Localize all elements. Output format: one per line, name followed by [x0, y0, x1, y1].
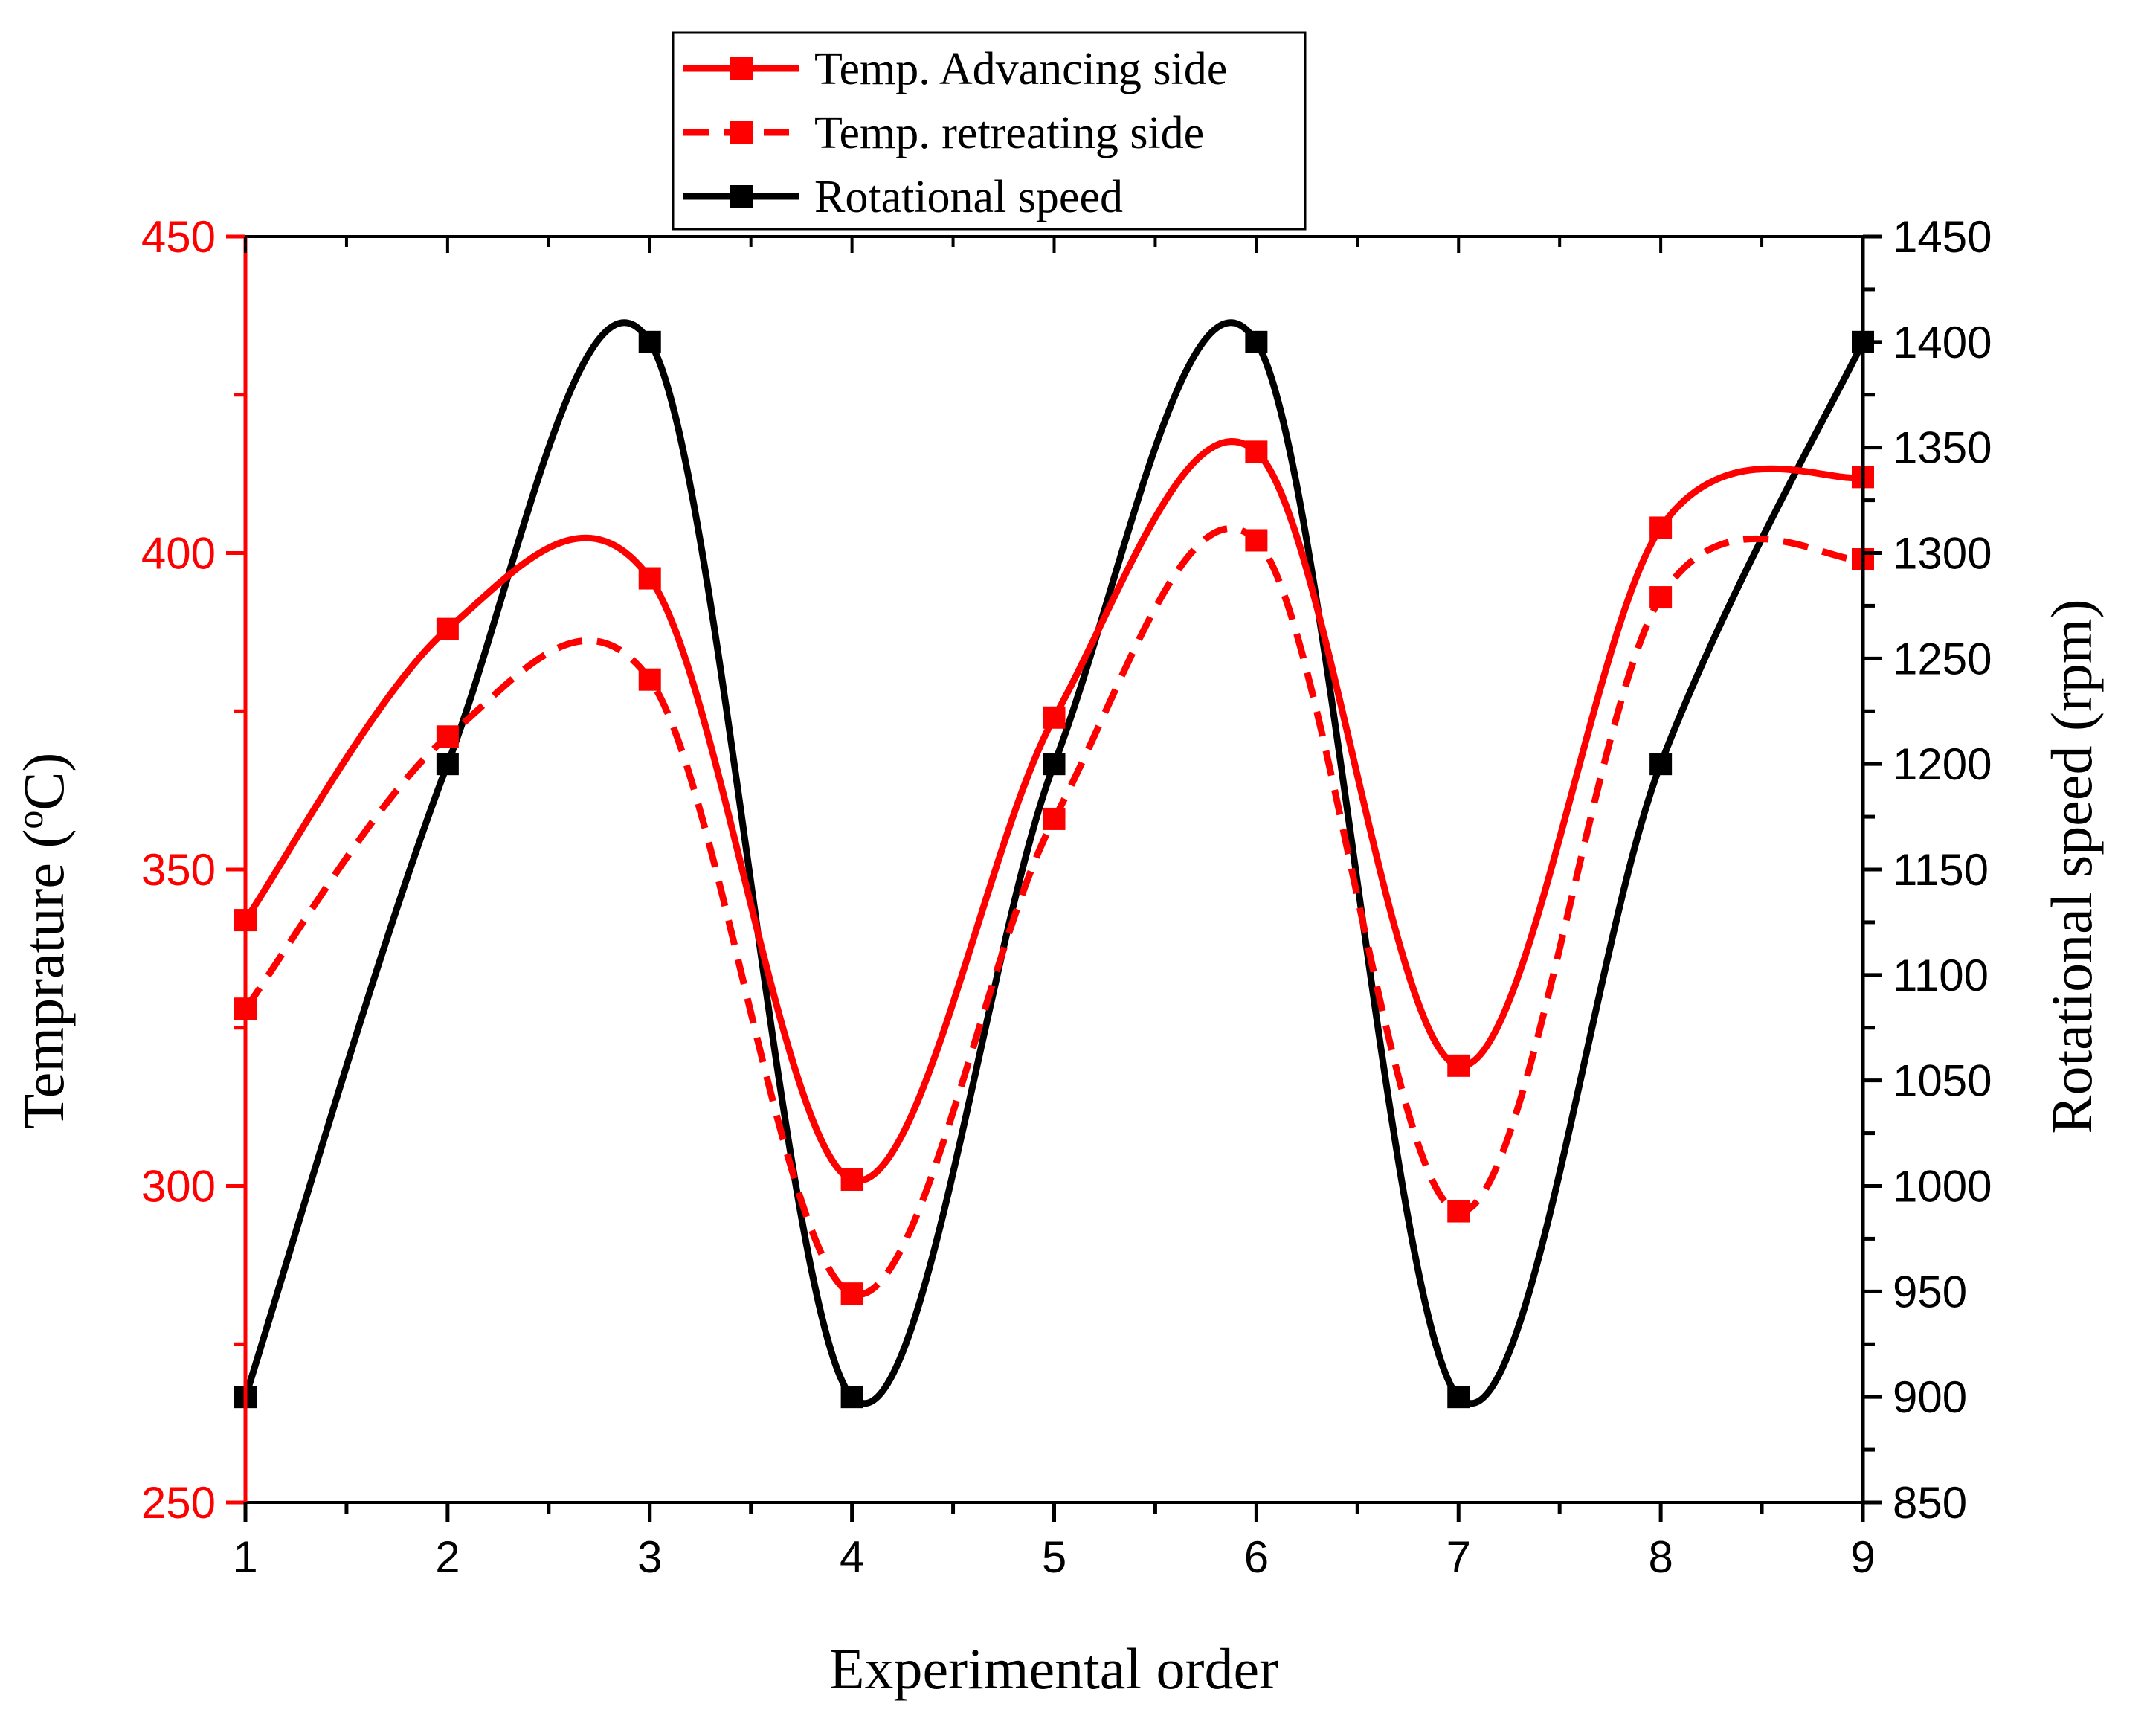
x-tick-label: 1 [233, 1532, 257, 1582]
x-tick-label: 5 [1042, 1532, 1066, 1582]
legend-label-1: Temp. Advancing side [814, 44, 1227, 94]
x-tick-label: 4 [840, 1532, 864, 1582]
series-3-point-5 [1043, 753, 1066, 776]
series-1-point-8 [1649, 516, 1673, 539]
x-axis-title: Experimental order [829, 1636, 1278, 1701]
series-1-point-6 [1245, 440, 1268, 463]
y-right-tick-label: 850 [1893, 1478, 1967, 1528]
x-tick-label: 9 [1850, 1532, 1875, 1582]
series-2-point-6 [1245, 529, 1268, 552]
y-left-title-end: C) [11, 753, 76, 811]
x-tick-label: 7 [1446, 1532, 1471, 1582]
series-1-point-2 [436, 617, 459, 640]
y-right-tick-label: 900 [1893, 1372, 1967, 1422]
axes-layer: 250 300 350 400 450 850 900 950 1000 1050 1100 1150… [141, 212, 1992, 1582]
y-right-tick-label: 1350 [1893, 423, 1992, 473]
series-3-point-7 [1447, 1386, 1470, 1409]
y-left-tick-label: 350 [141, 845, 216, 895]
plot-frame [245, 235, 1863, 1504]
series-3-point-2 [436, 753, 459, 776]
legend-marker-2 [730, 121, 753, 144]
series-3-point-8 [1649, 753, 1673, 776]
legend-marker-1 [730, 57, 753, 80]
x-tick-label: 8 [1648, 1532, 1673, 1582]
y-right-axis-title: Rotational speed (rpm) [2039, 599, 2104, 1134]
series-2-point-8 [1649, 586, 1673, 609]
legend-label-2: Temp. retreating side [814, 108, 1204, 158]
y-left-axis-title: Temprature (oC) [9, 753, 76, 1130]
series-layer [234, 319, 1874, 1409]
y-right-tick-label: 1450 [1893, 212, 1992, 262]
y-left-title-main: Temprature ( [11, 829, 76, 1130]
y-right-tick-label: 950 [1893, 1267, 1967, 1317]
x-tick-label: 3 [637, 1532, 662, 1582]
series-2-point-7 [1447, 1200, 1470, 1223]
y-right-tick-label: 1100 [1893, 951, 1989, 1000]
y-left-tick-label: 250 [141, 1478, 216, 1528]
series-1-point-3 [638, 567, 661, 590]
y-left-tick-label: 300 [141, 1162, 216, 1212]
legend: Temp. Advancing side Temp. retreating sid… [672, 31, 1307, 231]
series-3-point-6 [1245, 330, 1268, 353]
x-tick-label: 6 [1244, 1532, 1269, 1582]
series-2-point-4 [840, 1282, 863, 1305]
series-line-2 [242, 525, 1864, 1299]
series-2-point-5 [1043, 807, 1066, 830]
series-3-point-3 [638, 330, 661, 353]
y-right-tick-label: 1250 [1893, 634, 1992, 684]
legend-label-3: Rotational speed [814, 172, 1123, 222]
y-right-tick-label: 1400 [1893, 318, 1992, 367]
series-line-1 [242, 438, 1864, 1184]
y-left-title-sup: o [9, 811, 51, 829]
series-2-point-2 [436, 725, 459, 748]
legend-marker-3 [730, 185, 753, 208]
series-1-point-4 [840, 1168, 863, 1191]
y-left-tick-label: 450 [141, 212, 216, 262]
series-1-point-7 [1447, 1054, 1470, 1077]
series-line-3 [242, 319, 1867, 1407]
y-left-tick-label: 400 [141, 529, 216, 579]
x-tick-label: 2 [435, 1532, 460, 1582]
series-1-point-5 [1043, 706, 1066, 729]
y-right-tick-label: 1050 [1893, 1056, 1992, 1106]
series-3-point-4 [840, 1386, 863, 1409]
y-right-tick-label: 1300 [1893, 529, 1992, 579]
y-right-tick-label: 1000 [1893, 1162, 1992, 1212]
y-right-tick-label: 1200 [1893, 739, 1992, 789]
y-right-tick-label: 1150 [1893, 845, 1989, 895]
series-2-point-3 [638, 668, 661, 691]
